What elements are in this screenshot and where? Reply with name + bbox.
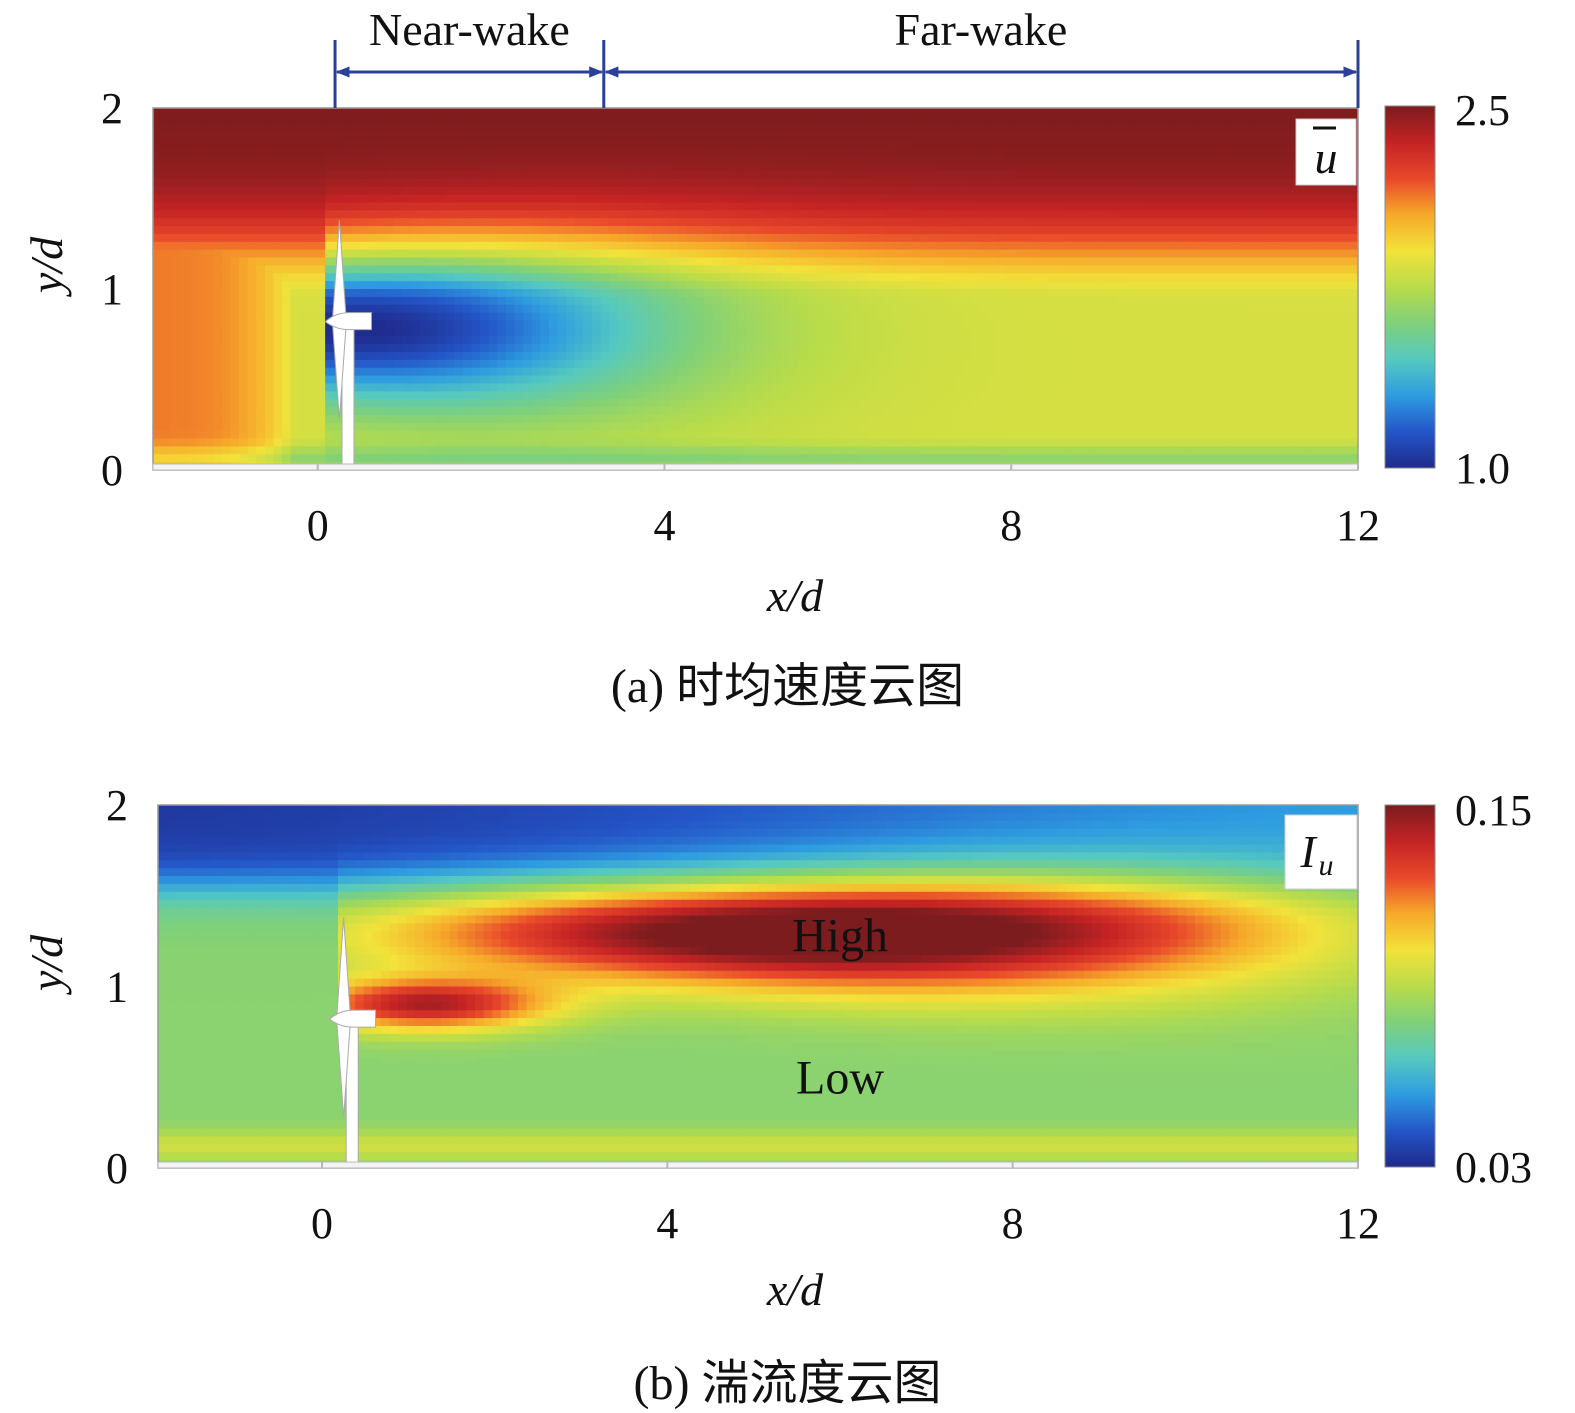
quantity-symbol-a: u: [1315, 132, 1338, 183]
ground-strip: [153, 464, 1358, 470]
x-axis-label-b: x/d: [766, 1264, 824, 1315]
colorbar-max-a: 2.5: [1455, 86, 1510, 135]
x-tick-label: 4: [653, 501, 675, 550]
x-tick-label: 8: [1002, 1199, 1024, 1248]
colorbar-max-b: 0.15: [1455, 786, 1532, 835]
y-tick-label: 1: [106, 963, 128, 1012]
x-axis-ticks-b: 0 4 8 12: [311, 1161, 1380, 1248]
quantity-label-a: u: [1296, 119, 1356, 185]
quantity-symbol-b: I: [1299, 826, 1318, 877]
quantity-label-b: I u: [1285, 815, 1357, 889]
y-tick-label: 1: [101, 265, 123, 314]
region-label: Low: [796, 1051, 884, 1104]
colorbar-a: 2.5 1.0: [1385, 86, 1510, 493]
y-tick-label: 2: [101, 84, 123, 133]
y-axis-label-b: y/d: [21, 934, 72, 995]
x-tick-label: 12: [1336, 501, 1380, 550]
y-tick-label: 2: [106, 781, 128, 830]
wake-zone-label: Far-wake: [895, 4, 1068, 55]
x-axis-ticks-a: 0 4 8 12: [307, 463, 1380, 550]
velocity-field: [153, 108, 1359, 471]
colorbar-min-a: 1.0: [1455, 444, 1510, 493]
wake-zone-label: Near-wake: [369, 4, 570, 55]
ground-strip: [158, 1162, 1358, 1168]
colorbar-b: 0.15 0.03: [1385, 786, 1532, 1192]
colorbar-min-b: 0.03: [1455, 1143, 1532, 1192]
y-tick-label: 0: [101, 446, 123, 495]
x-tick-label: 12: [1336, 1199, 1380, 1248]
turbulence-field: [158, 805, 1359, 1169]
caption-b: (b) 湍流度云图: [0, 1343, 1575, 1413]
x-tick-label: 8: [1000, 501, 1022, 550]
x-tick-label: 4: [656, 1199, 678, 1248]
y-axis-label-a: y/d: [21, 236, 72, 297]
quantity-subscript-b: u: [1319, 849, 1334, 882]
x-tick-label: 0: [311, 1199, 333, 1248]
wake-zone-annotations: Near-wake Far-wake: [335, 4, 1358, 108]
region-label: High: [792, 910, 888, 963]
x-axis-label-a: x/d: [766, 570, 824, 621]
y-tick-label: 0: [106, 1144, 128, 1193]
y-axis-ticks-b: 0 1 2: [106, 781, 128, 1193]
y-axis-ticks-a: 0 1 2: [101, 84, 123, 495]
x-tick-label: 0: [307, 501, 329, 550]
